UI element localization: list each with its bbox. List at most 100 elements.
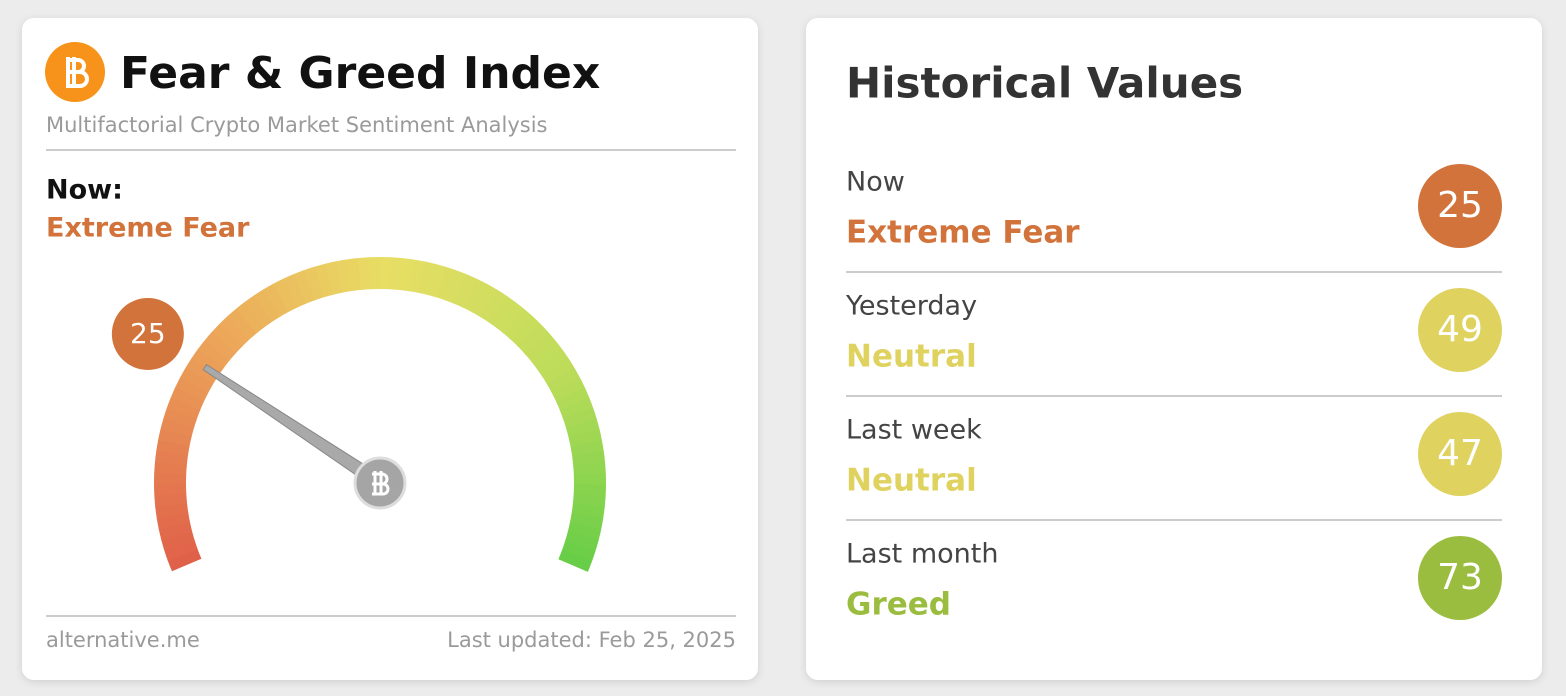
value-badge — [1418, 412, 1502, 496]
gauge-arc — [180, 367, 214, 393]
gauge-arc — [510, 316, 541, 347]
history-rows: Now Extreme Fear 25 Yesterday Neutral 49 Last … — [845, 164, 1502, 623]
gauge-arc — [170, 386, 205, 410]
gauge-arc — [571, 503, 605, 519]
gauge-arc — [293, 270, 315, 304]
gauge-arc — [197, 339, 230, 369]
gauge-arc — [282, 274, 306, 308]
gauge-arc — [536, 349, 569, 377]
gauge-arc — [155, 502, 189, 518]
gauge-arc — [154, 450, 189, 466]
gauge-arc — [517, 323, 549, 354]
gauge-arc — [164, 540, 198, 561]
hub-logo — [372, 471, 390, 496]
gauge-arc — [541, 358, 575, 385]
gauge-arc — [565, 418, 600, 438]
gauge-arc — [204, 331, 237, 361]
gauge-arc — [156, 512, 191, 529]
classification: Extreme Fear — [46, 213, 250, 244]
gauge-arc — [572, 451, 606, 466]
gauge-arc — [408, 259, 425, 293]
gauge-arc — [471, 283, 498, 318]
gauge-arc — [175, 376, 209, 402]
gauge-arc — [154, 493, 188, 507]
gauge: 25 — [111, 256, 606, 572]
history-card — [806, 18, 1542, 680]
gauge-arc — [263, 283, 289, 317]
gauge-arc — [219, 315, 250, 347]
gauge-arc — [524, 331, 556, 361]
gauge-arc — [227, 308, 257, 340]
row-value: 73 — [1437, 557, 1483, 598]
gauge-arc — [436, 266, 457, 301]
period: Yesterday — [845, 291, 977, 322]
gauge-arc — [573, 462, 606, 476]
gauge-arc — [303, 266, 324, 301]
gauge-arc — [546, 367, 581, 393]
gauge-arc — [273, 278, 298, 313]
gauge-arc — [389, 257, 403, 290]
gauge-arc — [495, 301, 525, 334]
gauge-arc — [166, 397, 201, 419]
value-label: 25 — [130, 317, 166, 350]
gauge-arc — [244, 295, 273, 328]
gauge-arc — [324, 261, 343, 295]
gauge-arc — [530, 340, 563, 369]
gauge-arc — [558, 549, 593, 572]
now-label: Now: — [46, 175, 123, 206]
gauge-arc — [562, 408, 597, 429]
gauge-arc — [161, 531, 195, 551]
gauge-arc — [357, 257, 372, 290]
gauge-arc — [559, 397, 594, 420]
value-badge — [1418, 288, 1502, 372]
value-badge — [111, 297, 184, 370]
gauge-arc — [335, 259, 352, 293]
gauge-arc — [154, 461, 187, 475]
gauge-arc — [463, 278, 488, 313]
gauge-arc — [211, 323, 243, 354]
gauge-arc — [253, 289, 281, 323]
gauge-arc — [555, 387, 590, 411]
gauge-arc — [445, 270, 468, 305]
history-title: Historical Values — [846, 59, 1243, 108]
row-value: 47 — [1437, 433, 1483, 474]
gauge-arc — [565, 531, 599, 551]
gauge-arc — [572, 493, 606, 508]
gauge-arc — [314, 263, 334, 298]
gauge-arc — [156, 439, 190, 456]
period: Now — [846, 167, 905, 198]
gauge-arc — [158, 428, 192, 447]
gauge-arc — [236, 301, 265, 334]
subtitle: Multifactorial Crypto Market Sentiment A… — [46, 113, 548, 137]
row-value: 25 — [1437, 185, 1483, 226]
gauge-arc — [417, 261, 436, 296]
row-classification: Greed — [846, 587, 951, 623]
gauge-arc — [561, 540, 596, 562]
row-classification: Extreme Fear — [846, 215, 1080, 251]
gauge-arc — [158, 521, 193, 540]
title: Fear & Greed Index — [120, 48, 600, 99]
gauge-arc — [570, 440, 604, 457]
gauge-arc — [503, 308, 533, 341]
gauge-arc — [346, 258, 362, 292]
gauge-arc — [551, 377, 586, 402]
value-badge — [1418, 536, 1502, 620]
source: alternative.me — [46, 628, 200, 652]
row-value: 49 — [1437, 309, 1483, 350]
period: Last week — [846, 415, 982, 446]
gauge-arc — [488, 295, 516, 328]
row-classification: Neutral — [846, 463, 977, 499]
gauge-arc — [567, 522, 602, 541]
last-updated: Last updated: Feb 25, 2025 — [447, 628, 736, 652]
gauge-arc — [569, 512, 604, 530]
value-badge — [1418, 164, 1502, 248]
gauge-arc — [163, 407, 198, 428]
gauge-arc — [160, 418, 195, 438]
row-classification: Neutral — [846, 339, 977, 375]
gauge-arc — [167, 549, 202, 572]
gauge-arc — [568, 429, 603, 447]
btc-logo — [45, 42, 105, 102]
gauge-arc — [480, 289, 507, 323]
